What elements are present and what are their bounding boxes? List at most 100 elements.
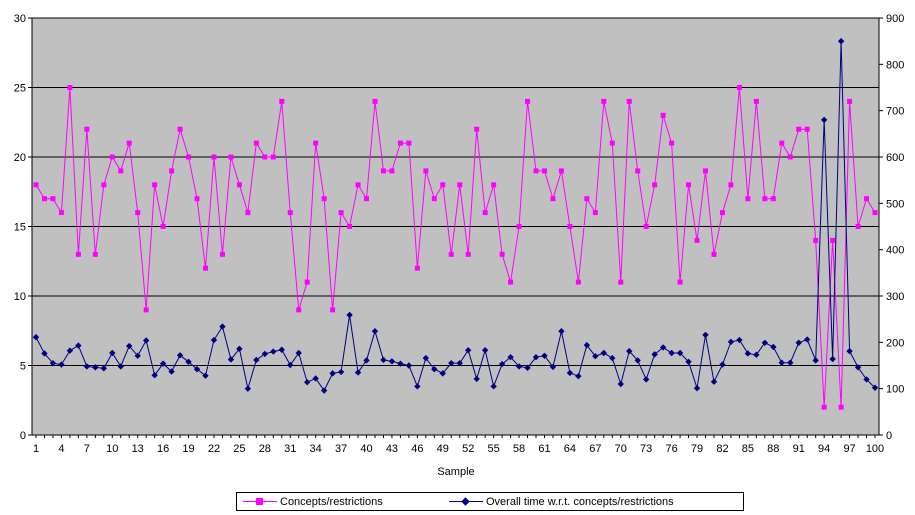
- data-point: [753, 98, 759, 104]
- data-point: [389, 168, 395, 174]
- x-tick-label: 67: [589, 443, 601, 455]
- y-right-tick-label: 100: [886, 384, 904, 396]
- data-point: [532, 353, 540, 361]
- data-point: [651, 351, 658, 358]
- data-point: [287, 210, 293, 216]
- data-point: [261, 350, 269, 358]
- data-point: [642, 376, 650, 383]
- data-point: [58, 210, 64, 216]
- data-point: [508, 279, 514, 285]
- data-point: [541, 168, 547, 174]
- data-point: [338, 210, 344, 216]
- data-point: [84, 126, 90, 132]
- data-point: [795, 339, 802, 346]
- y-left-tick-label: 20: [14, 152, 26, 164]
- series-0: [33, 85, 878, 410]
- data-point: [313, 140, 319, 146]
- data-point: [703, 168, 709, 174]
- data-point: [660, 112, 666, 118]
- y-right-tick-label: 600: [886, 152, 904, 164]
- series-line: [35, 41, 876, 392]
- data-point: [829, 355, 836, 363]
- data-point: [575, 372, 582, 380]
- data-point: [41, 196, 47, 202]
- data-point: [787, 154, 793, 160]
- data-point: [592, 210, 598, 216]
- data-point: [838, 404, 844, 410]
- x-tick-label: 100: [866, 443, 884, 455]
- x-tick-label: 13: [132, 443, 144, 455]
- data-point: [812, 357, 819, 364]
- data-point: [507, 353, 514, 361]
- x-tick-label: 82: [716, 443, 728, 455]
- y-right-tick-label: 900: [886, 13, 904, 25]
- data-point: [566, 369, 574, 377]
- data-point: [67, 85, 73, 90]
- data-point: [465, 251, 471, 257]
- data-point: [83, 363, 91, 370]
- data-point: [456, 359, 463, 367]
- y-left-tick-label: 30: [14, 13, 26, 25]
- data-point: [253, 140, 259, 146]
- legend-swatch-concepts: [243, 496, 277, 508]
- series-layer: [32, 37, 879, 410]
- data-point: [176, 352, 184, 359]
- data-point: [617, 380, 624, 388]
- x-tick-label: 73: [640, 443, 652, 455]
- data-point: [287, 361, 294, 369]
- data-point: [49, 359, 57, 367]
- data-point: [745, 196, 751, 202]
- data-point: [337, 368, 345, 376]
- data-point: [66, 347, 74, 354]
- data-point: [465, 347, 472, 354]
- data-point: [516, 224, 522, 229]
- data-point: [668, 349, 675, 357]
- data-point: [481, 347, 489, 354]
- data-point: [609, 140, 615, 146]
- x-tick-label: 19: [182, 443, 194, 455]
- x-tick-label: 49: [437, 443, 449, 455]
- data-point: [872, 210, 878, 216]
- data-point: [847, 98, 853, 104]
- x-tick-label: 16: [157, 443, 169, 455]
- data-point: [779, 140, 785, 146]
- data-point: [354, 369, 362, 376]
- data-point: [143, 307, 149, 313]
- data-point: [626, 98, 632, 104]
- x-tick-label: 4: [58, 443, 64, 455]
- data-point: [820, 116, 828, 124]
- data-point: [177, 126, 183, 132]
- data-point: [245, 210, 251, 216]
- data-point: [159, 360, 167, 367]
- data-point: [270, 348, 277, 355]
- data-point: [372, 98, 378, 104]
- data-point: [304, 279, 310, 285]
- data-point: [634, 357, 641, 364]
- data-point: [863, 376, 870, 383]
- data-point: [541, 352, 548, 359]
- data-point: [185, 358, 192, 365]
- tick-labels: 0510152025300100200300400500600700800900…: [14, 13, 905, 455]
- data-point: [151, 372, 158, 379]
- x-tick-label: 37: [335, 443, 347, 455]
- data-point: [719, 361, 726, 368]
- data-point: [211, 154, 217, 160]
- data-point: [813, 237, 819, 243]
- data-point: [549, 363, 557, 371]
- data-point: [440, 182, 446, 188]
- data-point: [202, 265, 208, 271]
- data-point: [736, 85, 742, 90]
- data-point: [727, 338, 735, 346]
- x-tick-label: 79: [691, 443, 703, 455]
- data-point: [405, 362, 413, 369]
- data-point: [600, 349, 608, 357]
- y-right-tick-label: 400: [886, 245, 904, 257]
- data-point: [473, 375, 480, 383]
- data-point: [702, 331, 709, 339]
- data-point: [160, 224, 166, 229]
- legend-item-concepts: Concepts/restrictions: [243, 495, 383, 509]
- data-point: [414, 383, 421, 390]
- data-point: [652, 182, 658, 188]
- data-point: [431, 196, 437, 202]
- data-point: [575, 279, 581, 285]
